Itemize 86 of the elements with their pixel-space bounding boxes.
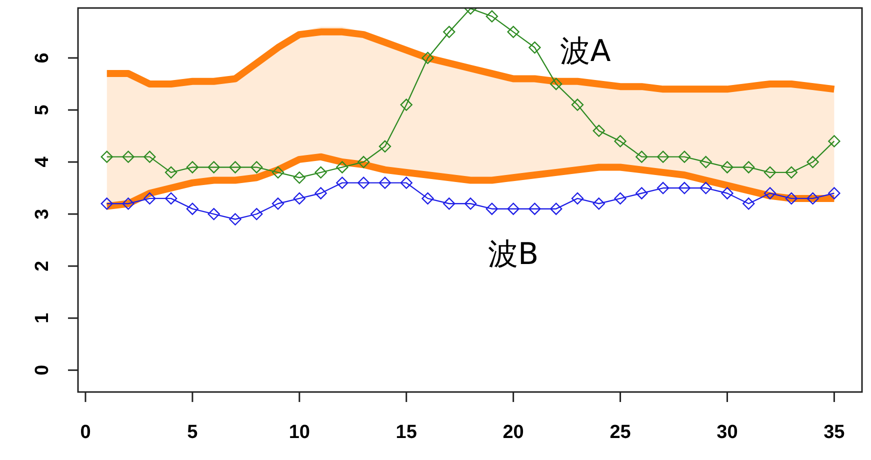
- x-tick-label: 5: [187, 422, 198, 443]
- point: [164, 166, 178, 179]
- point: [272, 166, 284, 179]
- point: [357, 156, 370, 168]
- x-tick-label: 10: [288, 422, 310, 443]
- point: [571, 98, 584, 111]
- point: [336, 176, 348, 189]
- point: [785, 192, 798, 205]
- x-tick-label: 35: [824, 422, 846, 443]
- point: [378, 176, 392, 189]
- point: [400, 176, 412, 189]
- point: [656, 182, 670, 194]
- x-tick-label: 30: [716, 422, 738, 443]
- point: [486, 10, 498, 22]
- point: [742, 161, 755, 174]
- x-tick-label: 25: [610, 422, 632, 443]
- series-label: 波A: [560, 34, 612, 69]
- point: [443, 26, 456, 38]
- point: [700, 182, 712, 194]
- point: [208, 161, 220, 174]
- point: [186, 202, 199, 215]
- point: [592, 124, 605, 137]
- point: [422, 52, 434, 64]
- point: [764, 187, 776, 200]
- point: [400, 98, 412, 111]
- point: [528, 41, 541, 54]
- y-tick-label: 5: [32, 104, 53, 116]
- point: [721, 187, 734, 200]
- y-tick-label: 2: [32, 260, 53, 272]
- point: [592, 198, 605, 210]
- point: [164, 192, 178, 205]
- point: [614, 192, 626, 205]
- point: [785, 166, 798, 179]
- point: [678, 182, 691, 194]
- x-tick-label: 0: [80, 422, 91, 443]
- series-label: 波B: [488, 236, 539, 272]
- point: [550, 202, 562, 215]
- y-tick-label: 4: [32, 156, 53, 168]
- point: [636, 150, 648, 163]
- point: [208, 208, 220, 220]
- point: [229, 161, 242, 174]
- point: [186, 161, 199, 174]
- point: [678, 150, 691, 163]
- x-tick-label: 15: [396, 422, 418, 443]
- point: [250, 161, 263, 174]
- point: [272, 198, 284, 210]
- point: [550, 78, 562, 90]
- point: [828, 187, 840, 200]
- point: [443, 198, 456, 210]
- point: [806, 156, 819, 168]
- point: [100, 150, 113, 163]
- point: [721, 161, 734, 174]
- point: [250, 208, 263, 220]
- point: [422, 192, 434, 205]
- point: [764, 166, 776, 179]
- point: [378, 140, 392, 153]
- point: [636, 187, 648, 200]
- point: [656, 150, 670, 163]
- x-tick-label: 20: [502, 422, 524, 443]
- point: [314, 166, 327, 179]
- point: [336, 161, 348, 174]
- y-tick-label: 1: [32, 312, 53, 324]
- point: [507, 202, 520, 215]
- point: [742, 198, 755, 210]
- point: [507, 26, 520, 38]
- point: [144, 192, 156, 205]
- point: [700, 156, 712, 168]
- point: [144, 150, 156, 163]
- y-tick-label: 0: [32, 364, 53, 376]
- point: [464, 198, 477, 210]
- point: [122, 150, 134, 163]
- point: [828, 135, 840, 148]
- point: [100, 198, 113, 210]
- point: [229, 213, 242, 226]
- point: [528, 202, 541, 215]
- point: [293, 192, 306, 205]
- point: [486, 202, 498, 215]
- point: [293, 172, 306, 184]
- y-tick-label: 3: [32, 208, 53, 220]
- point: [122, 198, 134, 210]
- y-tick-label: 6: [32, 52, 53, 64]
- point: [806, 192, 819, 205]
- point: [357, 176, 370, 189]
- point: [614, 135, 626, 148]
- point: [314, 187, 327, 200]
- point: [571, 192, 584, 205]
